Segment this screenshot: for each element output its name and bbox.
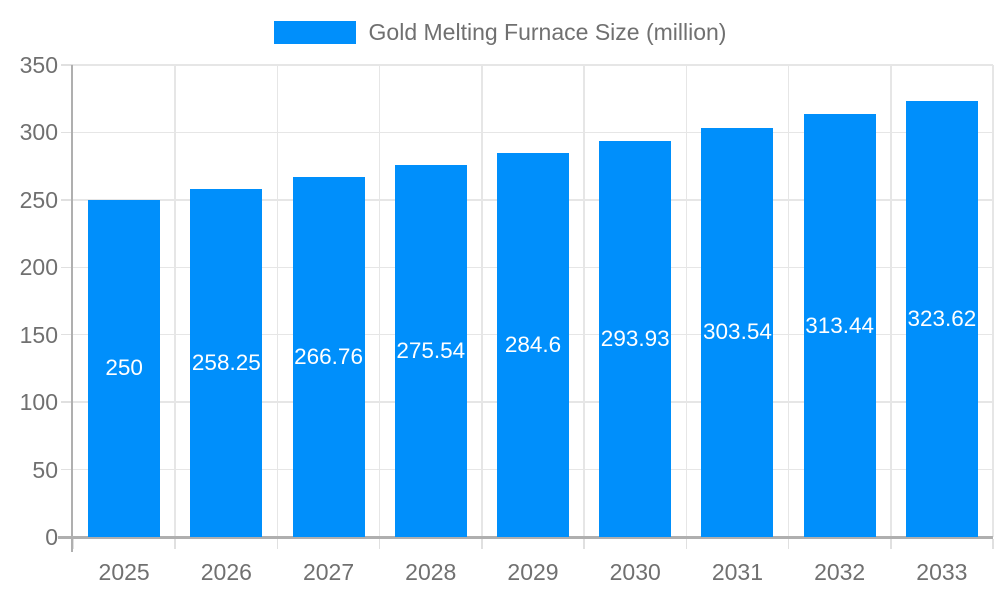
- x-axis-tick: [276, 539, 279, 549]
- bar-2025: 250: [88, 199, 161, 537]
- bar-2028: 275.54: [394, 165, 467, 537]
- y-axis-tick: [61, 468, 73, 471]
- y-tick-label: 200: [19, 254, 58, 281]
- x-axis-tick: [787, 539, 790, 549]
- x-tick-label: 2029: [507, 559, 559, 585]
- y-tick-label: 100: [19, 389, 58, 416]
- x-tick-label: 2031: [711, 559, 764, 585]
- x-tick-label: 2025: [98, 559, 150, 585]
- x-tick-label: 2026: [200, 559, 252, 585]
- y-tick-label: 250: [19, 186, 58, 213]
- x-axis-tick: [72, 539, 74, 549]
- x-axis-tick: [992, 539, 994, 549]
- gridline-vertical: [583, 65, 585, 537]
- bar-value-label: 303.54: [703, 319, 772, 345]
- gridline-vertical: [685, 65, 688, 537]
- x-axis-tick: [890, 539, 892, 549]
- x-tick-label: 2032: [814, 559, 866, 585]
- bar-value-label: 293.93: [600, 325, 670, 351]
- x-tick-label: 2027: [302, 559, 355, 585]
- bar-value-label: 250: [105, 355, 143, 381]
- bar-value-label: 266.76: [294, 344, 363, 370]
- x-axis-tick: [174, 539, 176, 549]
- bar-value-label: 323.62: [907, 305, 977, 331]
- legend-swatch: [273, 20, 356, 44]
- y-axis-line: [71, 65, 73, 552]
- bar-2032: 313.44: [803, 114, 876, 537]
- y-tick-label: 350: [19, 52, 58, 78]
- y-axis-tick: [61, 64, 73, 66]
- gridline-vertical: [787, 65, 790, 537]
- y-axis-tick: [61, 333, 73, 336]
- plot-area: 0 50 100 150 200 250 300 350 250 258.25 266.76 275.…: [20, 52, 994, 585]
- bar-value-label: 284.6: [504, 332, 562, 358]
- x-axis-tick: [481, 539, 483, 549]
- gridline-vertical: [276, 65, 279, 537]
- y-tick-label: 300: [19, 119, 58, 146]
- bar-2033: 323.62: [905, 100, 978, 537]
- y-axis-tick: [61, 131, 73, 134]
- gridline-vertical: [378, 65, 381, 537]
- bar-value-label: 275.54: [396, 338, 466, 364]
- x-axis-line: [58, 536, 993, 539]
- x-axis-tick: [378, 539, 381, 549]
- y-axis-tick: [61, 401, 73, 403]
- y-tick-label: 150: [19, 321, 58, 348]
- gridline-vertical: [174, 65, 176, 537]
- bar-2026: 258.25: [190, 188, 263, 537]
- bar-value-label: 258.25: [191, 349, 261, 375]
- x-axis-tick: [685, 539, 688, 549]
- bar-2029: 284.6: [497, 153, 569, 537]
- y-tick-label: 0: [45, 524, 58, 550]
- legend-label: Gold Melting Furnace Size (million): [368, 19, 727, 45]
- gridline-horizontal: [73, 64, 993, 66]
- bar-2030: 293.93: [599, 140, 672, 537]
- y-axis-tick: [61, 199, 73, 201]
- bar-value-label: 313.44: [805, 312, 875, 338]
- y-axis-tick: [61, 266, 73, 269]
- x-tick-label: 2028: [405, 559, 457, 585]
- bar-2027: 266.76: [292, 177, 365, 537]
- gridline-vertical: [890, 65, 892, 537]
- x-tick-label: 2030: [609, 559, 661, 585]
- gridline-vertical: [992, 65, 994, 537]
- y-tick-label: 50: [32, 456, 58, 483]
- legend[interactable]: Gold Melting Furnace Size (million): [0, 18, 1000, 46]
- x-axis-tick: [583, 539, 585, 549]
- x-tick-label: 2033: [916, 559, 968, 585]
- gridline-vertical: [481, 65, 483, 537]
- bar-2031: 303.54: [701, 127, 774, 537]
